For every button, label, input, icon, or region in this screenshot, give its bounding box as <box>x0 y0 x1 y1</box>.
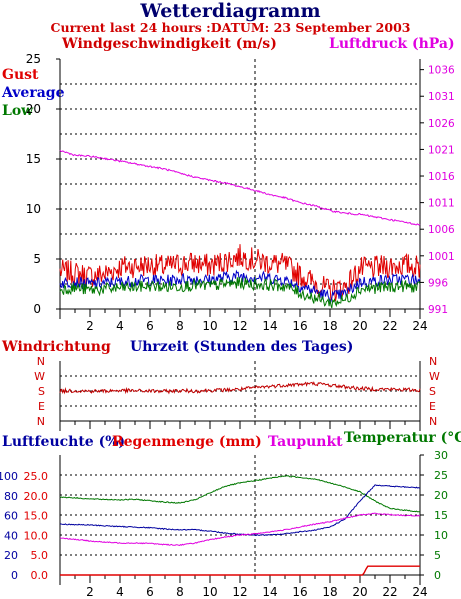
rain-tick-label: 15.0 <box>24 510 49 523</box>
pressure-axis-label: Luftdruck (hPa) <box>329 36 455 52</box>
rain-axis-label: Regenmenge (mm) <box>112 434 262 450</box>
humidity-x-tick-label: 4 <box>116 585 124 599</box>
rain-tick-label: 25.0 <box>24 470 49 483</box>
wind-direction-axis-label: Windrichtung <box>2 339 111 355</box>
rain-tick-label: 10.0 <box>24 529 49 542</box>
chart-subtitle: Current last 24 hours :DATUM: 23 Septemb… <box>50 20 411 35</box>
direction-tick-label-left: W <box>34 370 45 383</box>
rain-tick-label: 5.0 <box>31 549 49 562</box>
wind-x-tick-label: 4 <box>116 319 124 333</box>
temperature-axis-label: Temperatur (°C) <box>344 430 461 446</box>
wind-speed-tick-label: 20 <box>26 102 41 116</box>
humidity-x-tick-label: 24 <box>412 585 427 599</box>
temperature-tick-label: 25 <box>434 469 448 482</box>
humidity-tick-label: 100 <box>0 470 18 483</box>
wind-x-tick-label: 18 <box>322 319 337 333</box>
pressure-tick-label: 1021 <box>428 144 455 156</box>
temperature-tick-label: 5 <box>434 549 441 562</box>
wind-speed-axis-label: Windgeschwindigkeit (m/s) <box>62 36 277 52</box>
humidity-tick-label: 0 <box>11 569 18 582</box>
wind-speed-tick-label: 5 <box>33 252 41 266</box>
humidity-x-tick-label: 14 <box>262 585 277 599</box>
series-regenmenge <box>60 565 420 576</box>
series-luftfeuchte <box>59 484 421 537</box>
pressure-tick-label: 996 <box>428 277 448 289</box>
wind-speed-tick-label: 0 <box>33 302 41 316</box>
pressure-tick-label: 1006 <box>428 224 455 236</box>
direction-tick-label-left: N <box>37 415 45 428</box>
humidity-x-tick-label: 20 <box>352 585 367 599</box>
pressure-tick-label: 1011 <box>428 198 455 210</box>
humidity-x-tick-label: 8 <box>176 585 184 599</box>
temperature-tick-label: 30 <box>434 449 448 462</box>
series-average <box>59 269 421 305</box>
rain-tick-label: 0.0 <box>31 569 49 582</box>
rain-tick-label: 20.0 <box>24 490 49 503</box>
pressure-tick-label: 991 <box>428 304 448 316</box>
humidity-x-tick-label: 18 <box>322 585 337 599</box>
direction-tick-label-right: N <box>429 415 437 428</box>
wind-x-tick-label: 24 <box>412 319 427 333</box>
pressure-tick-label: 1001 <box>428 251 455 263</box>
wind-speed-tick-label: 10 <box>26 202 41 216</box>
pressure-tick-label: 1026 <box>428 118 455 130</box>
wind-speed-tick-label: 15 <box>26 152 41 166</box>
dewpoint-label: Taupunkt <box>268 434 343 450</box>
time-axis-label: Uhrzeit (Stunden des Tages) <box>130 339 354 355</box>
legend-average: Average <box>2 85 65 101</box>
wind-x-tick-label: 20 <box>352 319 367 333</box>
series-temperatur <box>59 475 421 513</box>
wind-x-tick-label: 6 <box>146 319 154 333</box>
humidity-x-tick-label: 22 <box>382 585 397 599</box>
legend-low: Low <box>2 103 34 119</box>
wind-x-tick-label: 12 <box>232 319 247 333</box>
humidity-axis-label: Luftfeuchte (%) <box>2 434 126 450</box>
series-low <box>59 277 421 309</box>
temperature-tick-label: 0 <box>434 569 441 582</box>
wind-speed-tick-label: 25 <box>26 52 41 66</box>
wind-x-tick-label: 22 <box>382 319 397 333</box>
wind-x-tick-label: 16 <box>292 319 307 333</box>
series-taupunkt <box>59 512 421 546</box>
wind-x-tick-label: 8 <box>176 319 184 333</box>
humidity-x-tick-label: 12 <box>232 585 247 599</box>
temperature-tick-label: 20 <box>434 489 448 502</box>
humidity-x-tick-label: 10 <box>202 585 217 599</box>
direction-tick-label-left: S <box>38 385 45 398</box>
humidity-tick-label: 80 <box>4 490 18 503</box>
direction-tick-label-right: W <box>429 370 440 383</box>
humidity-x-tick-label: 16 <box>292 585 307 599</box>
wind-x-tick-label: 2 <box>86 319 94 333</box>
humidity-tick-label: 60 <box>4 510 18 523</box>
series-luftdruck <box>59 149 421 226</box>
temperature-tick-label: 10 <box>434 529 448 542</box>
wind-x-tick-label: 10 <box>202 319 217 333</box>
temperature-tick-label: 15 <box>434 509 448 522</box>
direction-tick-label-left: E <box>38 400 45 413</box>
direction-tick-label-right: S <box>429 385 436 398</box>
series-gust <box>59 244 421 303</box>
series-windrichtung <box>59 381 421 395</box>
direction-tick-label-right: E <box>429 400 436 413</box>
humidity-x-tick-label: 2 <box>86 585 94 599</box>
wind-x-tick-label: 14 <box>262 319 277 333</box>
humidity-x-tick-label: 6 <box>146 585 154 599</box>
chart-title: Wetterdiagramm <box>140 0 321 22</box>
humidity-tick-label: 20 <box>4 549 18 562</box>
humidity-tick-label: 40 <box>4 529 18 542</box>
pressure-tick-label: 1036 <box>428 65 455 77</box>
pressure-tick-label: 1016 <box>428 171 455 183</box>
direction-tick-label-right: N <box>429 355 437 368</box>
direction-tick-label-left: N <box>37 355 45 368</box>
legend-gust: Gust <box>2 67 39 83</box>
pressure-tick-label: 1031 <box>428 91 455 103</box>
